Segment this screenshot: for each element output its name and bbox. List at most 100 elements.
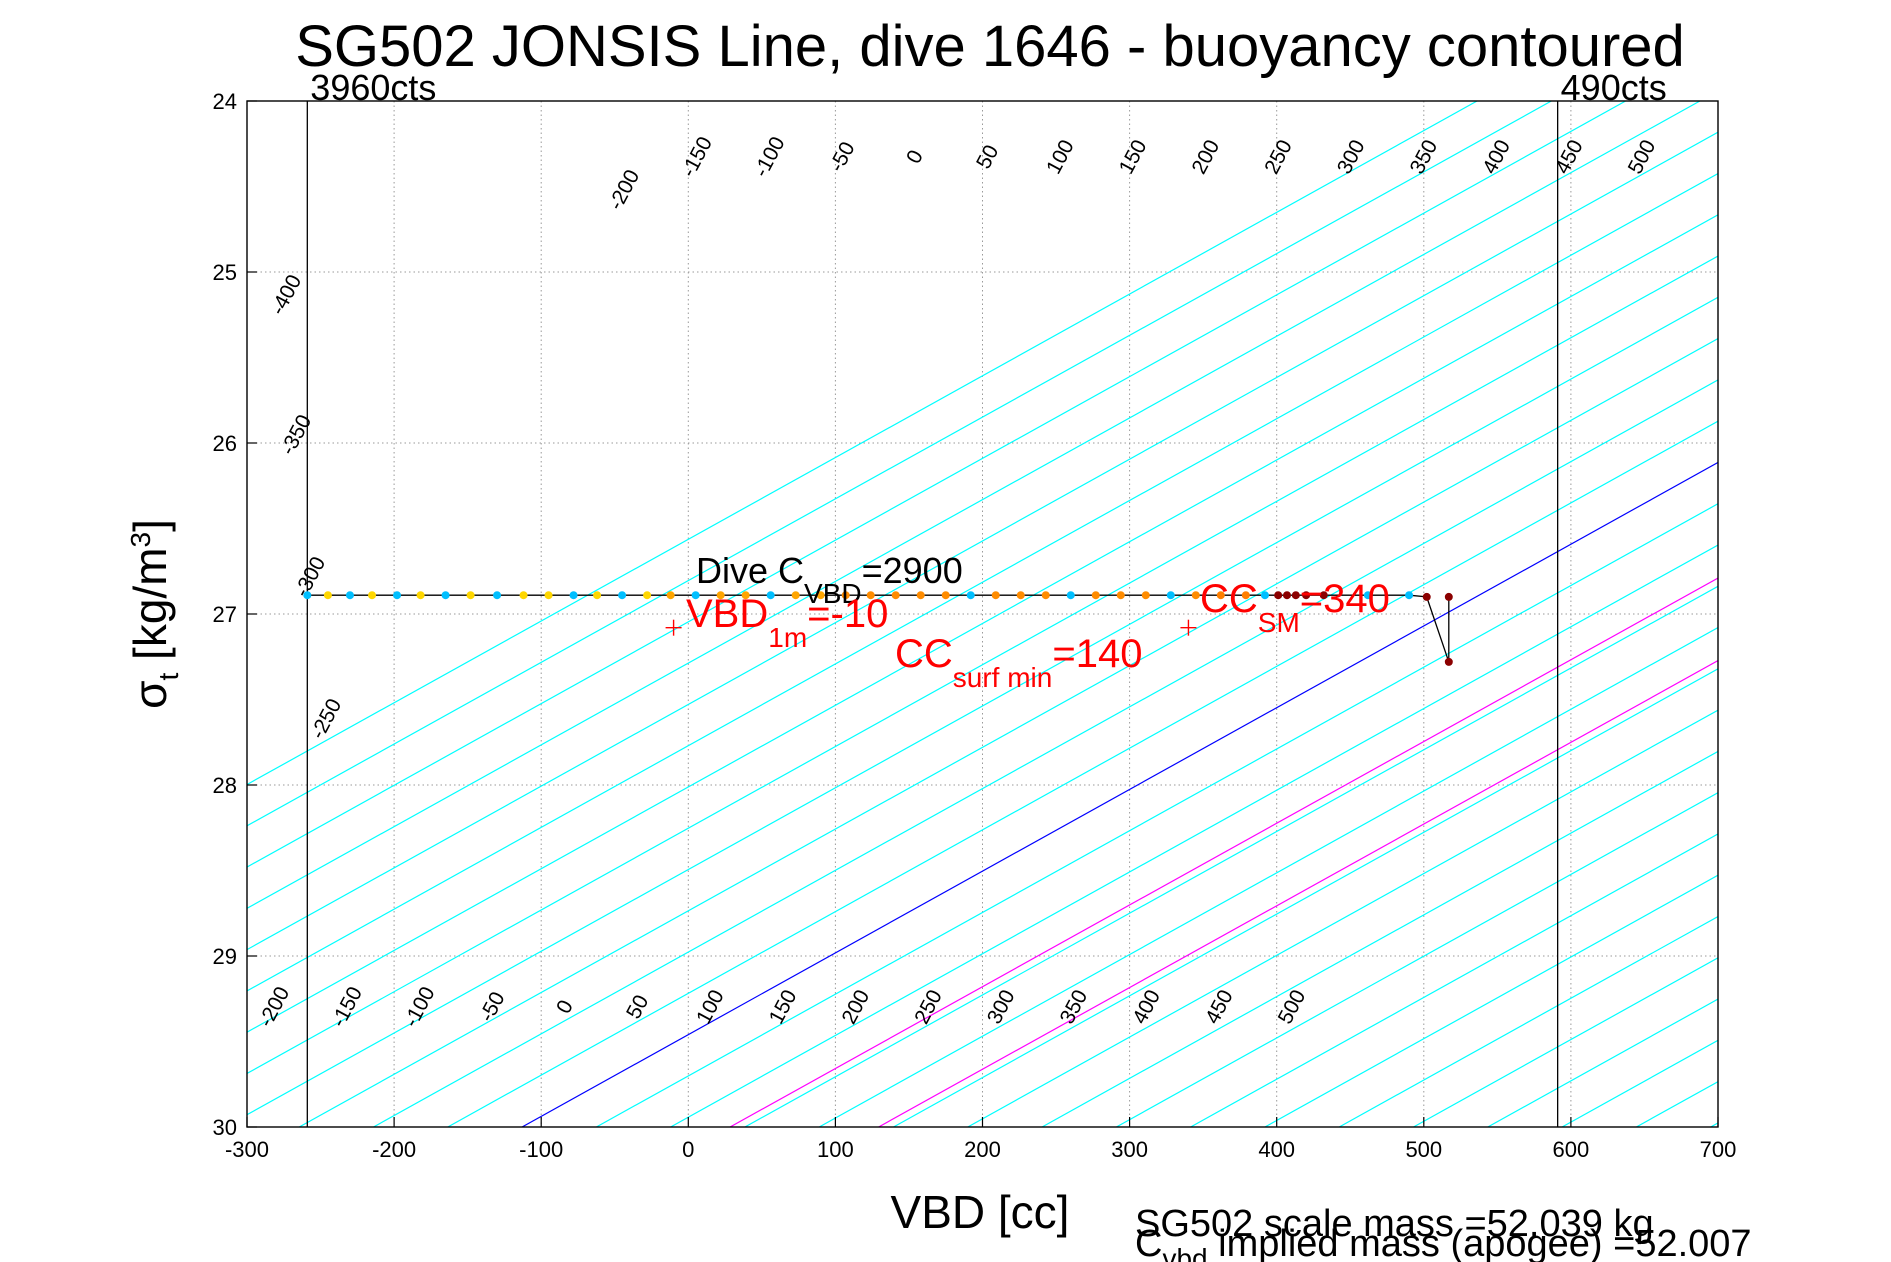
dive-profile-point — [666, 591, 675, 600]
y-tick-label: 28 — [213, 773, 237, 798]
count-marker-label: 3960cts — [310, 67, 436, 108]
contour-label-top: -200 — [604, 166, 644, 214]
dive-profile-point — [1422, 592, 1431, 601]
y-tick-label: 29 — [213, 944, 237, 969]
contour-line-highlight — [878, 659, 1718, 1127]
implied-mass-prefix: C — [1135, 1223, 1162, 1262]
contour-label-bottom: -150 — [327, 983, 367, 1031]
dive-profile-point — [1016, 591, 1025, 600]
contour-line — [247, 101, 1478, 786]
contour-label-bottom: 100 — [692, 986, 729, 1028]
y-tick-label: 30 — [213, 1115, 237, 1140]
axes: -300 -200 -100 0 100 200 300 400 500 600 700242526… — [213, 89, 1737, 1162]
contour-label-top: 450 — [1551, 136, 1588, 178]
contour-label-top: 250 — [1260, 136, 1297, 178]
contour-label-bottom: -200 — [254, 983, 294, 1031]
contour-line — [247, 131, 1718, 951]
y-axis-title-sub: t — [153, 673, 184, 681]
x-tick-label: 400 — [1258, 1137, 1295, 1162]
contour-line — [1710, 1122, 1718, 1127]
contour-label-left: -350 — [276, 411, 316, 459]
contour-line — [1264, 874, 1718, 1127]
contour-line — [1116, 791, 1718, 1127]
dive-profile-point — [1302, 591, 1311, 600]
contour-label-top: 400 — [1478, 136, 1515, 178]
contour-label-top: 0 — [902, 146, 928, 167]
dive-profile-point — [1041, 591, 1050, 600]
y-tick-label: 25 — [213, 260, 237, 285]
vbd-1m-annotation: VBD1m=-10 — [686, 592, 888, 653]
dive-profile-point — [766, 591, 775, 600]
x-tick-label: 700 — [1700, 1137, 1737, 1162]
dive-profile-point — [1166, 591, 1175, 600]
dive-profile-point — [303, 591, 312, 600]
y-tick-label: 24 — [213, 89, 237, 114]
y-axis-title: σt [kg/m3] — [124, 519, 184, 709]
contour-label-bottom: 400 — [1128, 986, 1165, 1028]
dive-profile-point — [519, 591, 528, 600]
dive-profile-point — [1066, 591, 1075, 600]
dive-profile-point — [323, 591, 332, 600]
dive-profile-point — [1141, 591, 1150, 600]
contour-line — [818, 626, 1718, 1127]
contour-line — [373, 379, 1718, 1127]
dive-profile-point — [368, 591, 377, 600]
dive-profile-point — [691, 591, 700, 600]
dive-profile-point — [643, 591, 652, 600]
cc-surf-min-annotation: CCsurf min=140 — [895, 632, 1142, 693]
contour-label-bottom: 50 — [622, 991, 653, 1022]
dive-profile — [303, 591, 1453, 666]
contour-line — [1785, 101, 1891, 1127]
x-tick-label: 600 — [1553, 1137, 1590, 1162]
contour-line-highlight — [729, 577, 1718, 1127]
dive-profile-point — [416, 591, 425, 600]
chart-title: SG502 JONSIS Line, dive 1646 - buoyancy … — [295, 14, 1685, 79]
dive-profile-point — [1216, 591, 1225, 600]
contour-line — [1338, 915, 1718, 1127]
implied-mass-text: Cvbd implied mass (apogee) =52.007 — [1135, 1223, 1752, 1262]
dive-profile-point — [966, 591, 975, 600]
dive-profile-point — [393, 591, 402, 600]
dive-profile-point — [841, 591, 850, 600]
contour-label-bottom: 0 — [552, 996, 578, 1017]
contour-line — [670, 544, 1718, 1127]
y-axis-title-unit-post: ] — [124, 519, 176, 532]
x-tick-label: -100 — [519, 1137, 563, 1162]
dive-profile-point — [345, 591, 354, 600]
x-tick-label: 100 — [817, 1137, 854, 1162]
dive-profile-point — [1405, 591, 1414, 600]
x-tick-label: 200 — [964, 1137, 1001, 1162]
contour-line — [247, 255, 1718, 1075]
contour-line — [521, 461, 1718, 1127]
contour-line — [247, 172, 1718, 992]
dive-profile-point — [1363, 591, 1372, 600]
implied-mass-sub: vbd — [1162, 1243, 1207, 1262]
contour-label-bottom: 250 — [910, 986, 947, 1028]
dive-profile-point — [941, 591, 950, 600]
contour-label-top: 300 — [1333, 136, 1370, 178]
implied-mass-suffix: implied mass (apogee) =52.007 — [1208, 1223, 1752, 1262]
dive-profile-point — [441, 591, 450, 600]
contour-line — [447, 420, 1718, 1127]
dive-profile-point — [1191, 591, 1200, 600]
y-tick-label: 27 — [213, 602, 237, 627]
dive-profile-point — [791, 591, 800, 600]
contour-line — [1859, 101, 1891, 1127]
contour-label-top: 50 — [972, 141, 1003, 172]
dive-profile-point — [891, 591, 900, 600]
dive-profile-point — [1444, 592, 1453, 601]
contour-line — [247, 101, 1552, 827]
contour-line — [967, 709, 1718, 1127]
contour-line — [1190, 833, 1718, 1127]
contour-label-left: -400 — [266, 271, 306, 319]
contour-label-bottom: -50 — [475, 988, 510, 1026]
dive-c-vbd-annotation: Dive CVBD=2900 — [696, 550, 963, 609]
cc-sm-annotation: CCSM=340 — [1200, 577, 1390, 638]
x-tick-label: -300 — [225, 1137, 269, 1162]
dive-profile-point — [593, 591, 602, 600]
x-axis-title: VBD [cc] — [891, 1186, 1070, 1238]
dive-profile-point — [1241, 591, 1250, 600]
